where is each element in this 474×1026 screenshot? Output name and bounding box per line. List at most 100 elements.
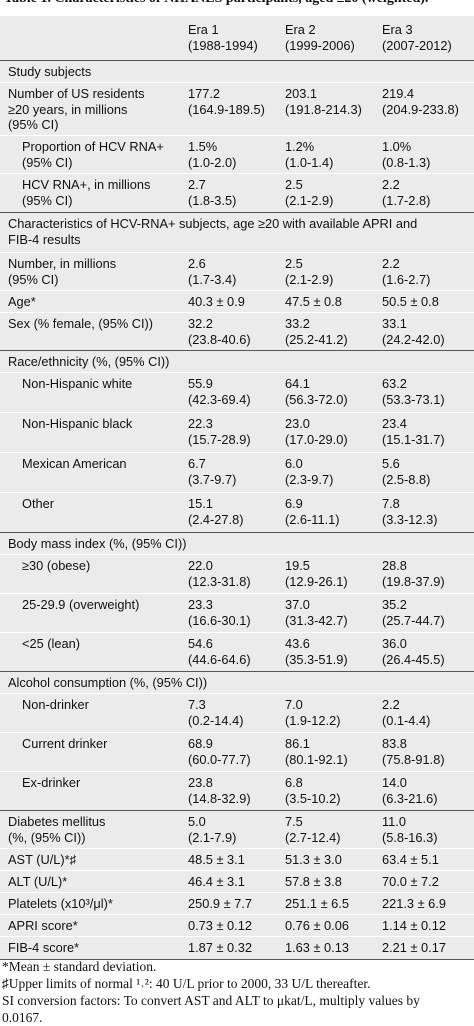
cell-value: (5.8-16.3) bbox=[382, 829, 438, 845]
header-era3: Era 3 (2007-2012) bbox=[379, 16, 474, 60]
era3-cell: 2.2 (0.1-4.4) bbox=[379, 694, 474, 732]
row-label: Number of US residents ≥20 years, in mill… bbox=[0, 83, 185, 135]
cell-value: 83.8 bbox=[382, 736, 407, 751]
cell-value: 5.0 bbox=[188, 814, 206, 829]
cell-value: (75.8-91.8) bbox=[382, 751, 445, 767]
era2-years: (1999-2006) bbox=[285, 37, 355, 53]
era2-cell: 1.2% (1.0-1.4) bbox=[282, 136, 379, 173]
footnote: 0.0167. bbox=[2, 1010, 43, 1025]
era3-cell: 221.3 ± 6.9 bbox=[379, 893, 474, 914]
cell-value: (6.3-21.6) bbox=[382, 790, 438, 806]
cell-value: 15.1 bbox=[188, 496, 213, 511]
table-row: Platelets (x10³/μl)* 250.9 ± 7.7 251.1 ± 6… bbox=[0, 893, 474, 915]
cell-value: (80.1-92.1) bbox=[285, 751, 348, 767]
table-row: ≥30 (obese) 22.0 (12.3-31.8) 19.5 (12.9-26.1… bbox=[0, 555, 474, 594]
cell-value: (3.5-10.2) bbox=[285, 790, 341, 806]
table-row: Non-Hispanic white 55.9 (42.3-69.4) 64.1 (56… bbox=[0, 373, 474, 413]
cell-value: 33.1 bbox=[382, 316, 407, 331]
cell-value: 43.6 bbox=[285, 636, 310, 651]
era3-cell: 2.2 (1.7-2.8) bbox=[379, 174, 474, 212]
era3-name: Era 3 bbox=[382, 22, 413, 37]
era3-cell: 1.0% (0.8-1.3) bbox=[379, 136, 474, 173]
era3-cell: 2.21 ± 0.17 bbox=[379, 937, 474, 959]
era3-cell: 33.1 (24.2-42.0) bbox=[379, 313, 474, 350]
section-title: Alcohol consumption (%, (95% CI)) bbox=[8, 675, 208, 690]
era3-cell: 14.0 (6.3-21.6) bbox=[379, 772, 474, 810]
era1-cell: 6.7 (3.7-9.7) bbox=[185, 453, 282, 492]
table-row: Age* 40.3 ± 0.9 47.5 ± 0.8 50.5 ± 0.8 bbox=[0, 291, 474, 313]
era2-cell: 19.5 (12.9-26.1) bbox=[282, 555, 379, 593]
cell-value: 6.9 bbox=[285, 496, 303, 511]
cell-value: (19.8-37.9) bbox=[382, 573, 445, 589]
era1-cell: 48.5 ± 3.1 bbox=[185, 849, 282, 870]
table-row: FIB-4 score* 1.87 ± 0.32 1.63 ± 0.13 2.21 ±… bbox=[0, 937, 474, 960]
row-label-line: 25-29.9 (overweight) bbox=[22, 597, 140, 612]
cell-value: 2.7 bbox=[188, 177, 206, 192]
cell-value: (16.6-30.1) bbox=[188, 612, 251, 628]
cell-value: 54.6 bbox=[188, 636, 213, 651]
section-header-row: Race/ethnicity (%, (95% CI)) bbox=[0, 351, 474, 373]
era3-years: (2007-2012) bbox=[382, 37, 452, 53]
table-row: APRI score* 0.73 ± 0.12 0.76 ± 0.06 1.14 ± … bbox=[0, 915, 474, 937]
table-header: Era 1 (1988-1994) Era 2 (1999-2006) Era 3(… bbox=[0, 16, 474, 61]
cell-value: 7.8 bbox=[382, 496, 400, 511]
cell-value: (15.7-28.9) bbox=[188, 431, 251, 447]
era2-cell: 64.1 (56.3-72.0) bbox=[282, 373, 379, 412]
cell-value: (2.4-27.8) bbox=[188, 511, 244, 527]
cell-value: 2.2 bbox=[382, 177, 400, 192]
era1-cell: 23.3 (16.6-30.1) bbox=[185, 594, 282, 632]
cell-value: 1.0% bbox=[382, 139, 412, 154]
cell-value: (53.3-73.1) bbox=[382, 391, 445, 407]
cell-value: 57.8 ± 3.8 bbox=[285, 874, 342, 889]
cell-value: (1.7-2.8) bbox=[382, 192, 431, 208]
era1-cell: 15.1 (2.4-27.8) bbox=[185, 493, 282, 532]
cell-value: 48.5 ± 3.1 bbox=[188, 852, 245, 867]
row-label-line: Mexican American bbox=[22, 456, 127, 471]
era2-cell: 37.0 (31.3-42.7) bbox=[282, 594, 379, 632]
era2-cell: 23.0 (17.0-29.0) bbox=[282, 413, 379, 452]
section-header-row: Characteristics of HCV-RNA+ subjects, ag… bbox=[0, 213, 474, 253]
cell-value: (31.3-42.7) bbox=[285, 612, 348, 628]
section-title-line: FIB-4 results bbox=[8, 231, 81, 247]
cell-value: (14.8-32.9) bbox=[188, 790, 251, 806]
cell-value: 11.0 bbox=[382, 814, 406, 829]
era1-cell: 2.7 (1.8-3.5) bbox=[185, 174, 282, 212]
era1-cell: 5.0 (2.1-7.9) bbox=[185, 811, 282, 848]
cell-value: 37.0 bbox=[285, 597, 310, 612]
cell-value: (23.8-40.6) bbox=[188, 331, 251, 347]
era2-cell: 6.0 (2.3-9.7) bbox=[282, 453, 379, 492]
row-label-line: Age* bbox=[8, 294, 36, 309]
cell-value: 177.2 bbox=[188, 86, 221, 101]
era3-cell: 1.14 ± 0.12 bbox=[379, 915, 474, 936]
cell-value: 63.2 bbox=[382, 376, 407, 391]
cell-value: 0.76 ± 0.06 bbox=[285, 918, 349, 933]
cell-value: 6.8 bbox=[285, 775, 303, 790]
row-label-line: (95% CI) bbox=[22, 192, 73, 208]
cell-value: 5.6 bbox=[382, 456, 400, 471]
row-label: Other bbox=[0, 493, 185, 532]
row-label-line: Proportion of HCV RNA+ bbox=[22, 139, 164, 154]
row-label: <25 (lean) bbox=[0, 633, 185, 671]
row-label-line: <25 (lean) bbox=[22, 636, 80, 651]
table-row: Mexican American 6.7 (3.7-9.7) 6.0 (2.3-9.7)… bbox=[0, 453, 474, 493]
era1-cell: 22.0 (12.3-31.8) bbox=[185, 555, 282, 593]
era3-cell: 35.2 (25.7-44.7) bbox=[379, 594, 474, 632]
footnote: *Mean ± standard deviation. bbox=[2, 959, 157, 974]
table-footnotes: *Mean ± standard deviation. ♯Upper limit… bbox=[0, 958, 474, 1026]
cell-value: (60.0-77.7) bbox=[188, 751, 251, 767]
era3-cell: 2.2 (1.6-2.7) bbox=[379, 253, 474, 290]
era1-name: Era 1 bbox=[188, 22, 219, 37]
row-label-line: HCV RNA+, in millions bbox=[22, 177, 151, 192]
cell-value: 251.1 ± 6.5 bbox=[285, 896, 349, 911]
era2-cell: 2.5 (2.1-2.9) bbox=[282, 174, 379, 212]
cell-value: 1.63 ± 0.13 bbox=[285, 940, 349, 955]
row-label: HCV RNA+, in millions (95% CI) bbox=[0, 174, 185, 212]
cell-value: (204.9-233.8) bbox=[382, 101, 459, 117]
cell-value: (0.2-14.4) bbox=[188, 712, 244, 728]
table-row: Other 15.1 (2.4-27.8) 6.9 (2.6-11.1) 7.8 (3.3-… bbox=[0, 493, 474, 533]
cell-value: (1.0-2.0) bbox=[188, 154, 237, 170]
era3-cell: 23.4 (15.1-31.7) bbox=[379, 413, 474, 452]
cell-value: (25.2-41.2) bbox=[285, 331, 348, 347]
era2-cell: 6.9 (2.6-11.1) bbox=[282, 493, 379, 532]
row-label-line: Non-Hispanic black bbox=[22, 416, 133, 431]
